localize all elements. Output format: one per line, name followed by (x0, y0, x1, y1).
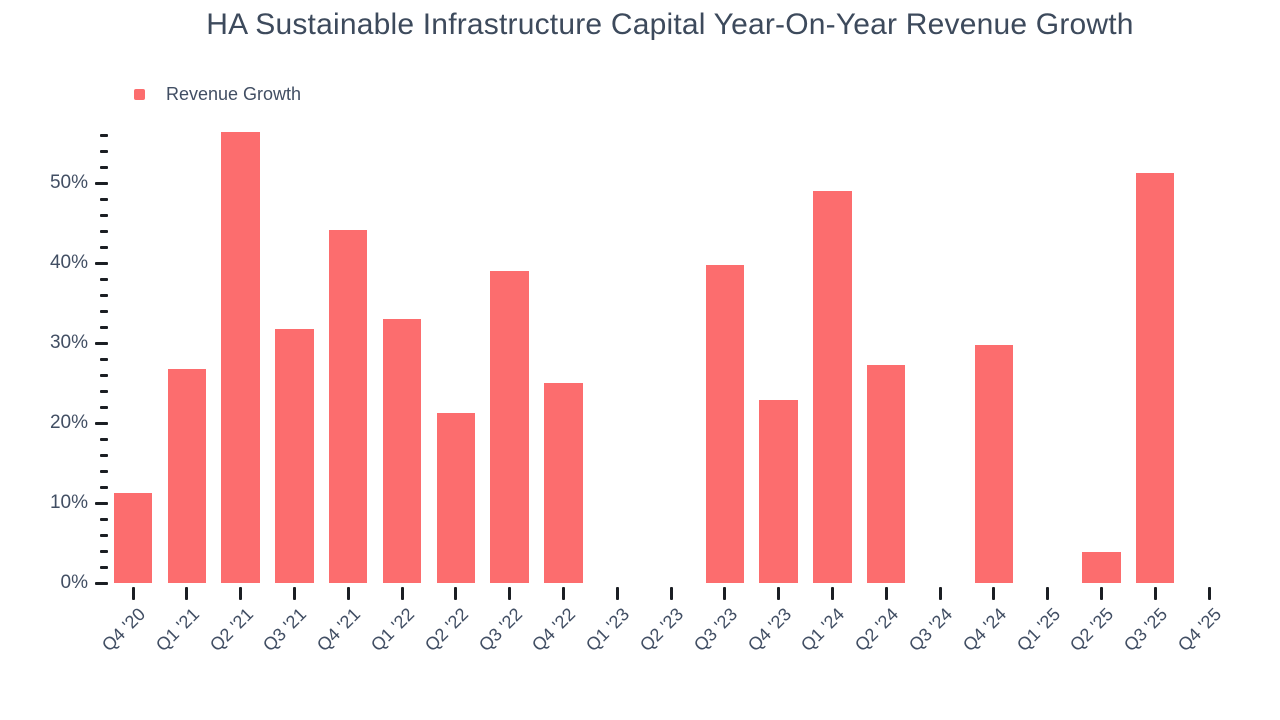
y-axis-minor-tick (100, 197, 108, 201)
y-axis-minor-tick (100, 165, 108, 169)
bar-q4-20[interactable] (113, 492, 153, 583)
x-axis-tick (561, 587, 565, 600)
y-axis-minor-tick (100, 469, 108, 473)
y-axis-label: 40% (49, 252, 88, 273)
bar-q4-24[interactable] (974, 344, 1014, 583)
bar-q1-24[interactable] (813, 191, 852, 583)
bar-q4-21[interactable] (328, 230, 368, 583)
y-axis-minor-tick (100, 565, 108, 569)
y-axis-minor-tick (100, 245, 108, 249)
x-axis-tick (992, 587, 996, 600)
legend-item-revenue-growth[interactable]: Revenue Growth (134, 84, 301, 105)
chart-title: HA Sustainable Infrastructure Capital Ye… (206, 8, 1134, 41)
y-axis-label: 10% (49, 492, 88, 513)
bar-q1-22[interactable] (382, 319, 422, 583)
y-axis-minor-tick (100, 309, 108, 313)
legend-label: Revenue Growth (166, 84, 302, 104)
y-axis-minor-tick (100, 213, 108, 217)
y-axis-minor-tick (100, 485, 108, 489)
bar-q3-22[interactable] (490, 271, 529, 583)
bar-q4-23[interactable] (759, 399, 798, 583)
x-axis-tick (1207, 587, 1211, 600)
y-axis-label: 20% (49, 412, 88, 433)
x-axis-tick (1046, 587, 1050, 600)
x-axis-tick (723, 587, 727, 600)
y-axis-major-tick (95, 341, 108, 345)
bar-q1-21[interactable] (167, 368, 207, 583)
y-axis-label: 50% (49, 172, 88, 193)
legend-swatch-icon (134, 89, 145, 100)
y-axis-major-tick (95, 261, 108, 265)
x-axis-tick (938, 587, 942, 600)
x-axis-tick (239, 587, 243, 600)
y-axis-minor-tick (100, 389, 108, 393)
y-axis-minor-tick (100, 405, 108, 409)
y-axis-minor-tick (100, 133, 108, 137)
x-axis-tick (1099, 587, 1103, 600)
bar-q2-21[interactable] (221, 131, 260, 583)
y-axis-minor-tick (100, 325, 108, 329)
bar-q2-24[interactable] (866, 365, 906, 583)
y-axis-major-tick (95, 501, 108, 505)
x-axis-tick (777, 587, 781, 600)
y-axis-minor-tick (100, 229, 108, 233)
y-axis-label: 0% (60, 572, 88, 593)
y-axis-major-tick (95, 421, 108, 425)
x-axis-label-q4-20: Q4 '20 (97, 604, 150, 656)
y-axis-minor-tick (100, 149, 108, 153)
x-axis-tick (1153, 587, 1157, 600)
bar-q3-25[interactable] (1135, 172, 1175, 583)
y-axis-minor-tick (100, 549, 108, 553)
y-axis-minor-tick (100, 277, 108, 281)
x-axis-tick (346, 587, 350, 600)
bar-q3-21[interactable] (275, 328, 314, 583)
bar-q2-22[interactable] (436, 413, 476, 583)
y-axis-label: 30% (49, 332, 88, 353)
x-axis-tick (508, 587, 512, 600)
x-axis-tick (185, 587, 189, 600)
x-axis-tick (400, 587, 404, 600)
x-axis-tick (615, 587, 619, 600)
y-axis-minor-tick (100, 357, 108, 361)
x-axis-tick (292, 587, 296, 600)
y-axis-minor-tick (100, 373, 108, 377)
y-axis-minor-tick (100, 533, 108, 537)
y-axis-minor-tick (100, 293, 108, 297)
y-axis-minor-tick (100, 453, 108, 457)
x-axis-tick (830, 587, 834, 600)
x-axis-tick (669, 587, 673, 600)
y-axis-minor-tick (100, 517, 108, 521)
y-axis-major-tick (95, 581, 108, 585)
x-axis-tick (884, 587, 888, 600)
bar-q3-23[interactable] (705, 264, 745, 583)
bar-q2-25[interactable] (1082, 551, 1121, 583)
x-axis-tick (131, 587, 135, 600)
x-axis-tick (454, 587, 458, 600)
bar-q4-22[interactable] (544, 383, 583, 583)
y-axis-major-tick (95, 181, 108, 185)
y-axis-minor-tick (100, 437, 108, 441)
